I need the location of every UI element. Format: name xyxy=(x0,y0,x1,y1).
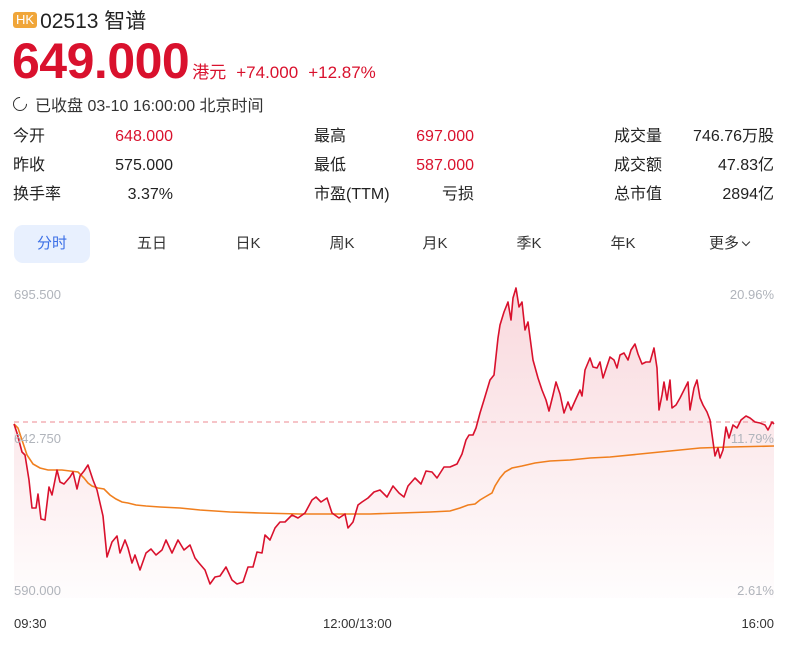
x-axis-end: 16:00 xyxy=(741,616,774,631)
stat-open: 今开 648.000 xyxy=(13,127,173,147)
tab-weekly-k[interactable]: 周K xyxy=(329,235,355,252)
y-axis-right-mid: 11.79% xyxy=(730,431,774,446)
stat-value: 亏损 xyxy=(441,186,474,203)
stat-amount: 成交额 47.83亿 xyxy=(614,156,774,176)
stock-title: HK 02513 智谱 xyxy=(13,5,146,35)
x-axis-start: 09:30 xyxy=(14,616,47,631)
stat-value: 746.76万股 xyxy=(693,128,774,145)
y-axis-right-top: 20.96% xyxy=(729,287,774,302)
stat-prev-close: 昨收 575.000 xyxy=(13,156,173,176)
stat-label: 换手率 xyxy=(13,186,62,203)
price-change: +74.000 xyxy=(236,63,299,82)
stat-value: 587.000 xyxy=(416,157,474,174)
current-price: 649.000 xyxy=(12,33,190,89)
stat-value: 2894亿 xyxy=(722,186,774,203)
tab-more-label: 更多 xyxy=(708,235,739,252)
market-status-text: 已收盘 03-10 16:00:00 北京时间 xyxy=(35,98,264,115)
stat-low: 最低 587.000 xyxy=(314,156,474,176)
market-status: 已收盘 03-10 16:00:00 北京时间 xyxy=(10,92,264,116)
stat-volume: 成交量 746.76万股 xyxy=(614,127,774,147)
price-change-pct: +12.87% xyxy=(308,63,376,82)
tab-five-day[interactable]: 五日 xyxy=(136,235,167,252)
stat-value: 575.000 xyxy=(115,157,173,174)
stock-code-name: 02513 智谱 xyxy=(40,10,147,33)
stat-label: 成交额 xyxy=(614,157,663,174)
y-axis-right-bottom: 2.61% xyxy=(737,583,774,598)
stat-market-cap: 总市值 2894亿 xyxy=(614,185,774,205)
tab-more[interactable]: 更多 xyxy=(684,225,774,263)
price-line xyxy=(13,287,775,585)
stat-label: 昨收 xyxy=(13,157,46,174)
tab-monthly-k[interactable]: 月K xyxy=(422,235,448,252)
x-axis-mid: 12:00/13:00 xyxy=(323,616,392,631)
stat-value: 697.000 xyxy=(416,128,474,145)
stat-value: 3.37% xyxy=(127,186,173,203)
market-badge: HK xyxy=(13,12,38,28)
stat-value: 648.000 xyxy=(115,128,173,145)
stat-label: 最低 xyxy=(314,157,347,174)
tab-intraday[interactable]: 分时 xyxy=(14,225,90,263)
stat-high: 最高 697.000 xyxy=(314,127,474,147)
stat-turnover-rate: 换手率 3.37% xyxy=(13,185,173,205)
stat-label: 总市值 xyxy=(614,186,663,203)
stat-label: 最高 xyxy=(314,128,347,145)
tab-quarterly-k[interactable]: 季K xyxy=(516,235,542,252)
average-price-line xyxy=(13,423,775,515)
tab-yearly-k[interactable]: 年K xyxy=(610,235,636,252)
y-axis-left-bottom: 590.000 xyxy=(14,583,61,598)
tab-daily-k[interactable]: 日K xyxy=(235,235,261,252)
stats-grid: 今开 648.000 昨收 575.000 换手率 3.37% 最高 697.0… xyxy=(13,127,775,217)
currency-label: 港元 xyxy=(192,63,227,82)
stat-label: 今开 xyxy=(13,128,46,145)
y-axis-left-top: 695.500 xyxy=(14,287,61,302)
stat-label: 市盈(TTM) xyxy=(314,186,390,203)
stat-pe-ttm: 市盈(TTM) 亏损 xyxy=(314,185,474,205)
price-area-fill xyxy=(14,288,774,598)
chart-period-tabs: 分时 五日 日K 周K 月K 季K 年K 更多 xyxy=(14,225,774,263)
stat-label: 成交量 xyxy=(614,128,663,145)
stat-value: 47.83亿 xyxy=(717,157,774,174)
y-axis-left-mid: 642.750 xyxy=(14,431,61,446)
price-row: 649.000 港元 +74.000 +12.87% xyxy=(12,33,376,89)
